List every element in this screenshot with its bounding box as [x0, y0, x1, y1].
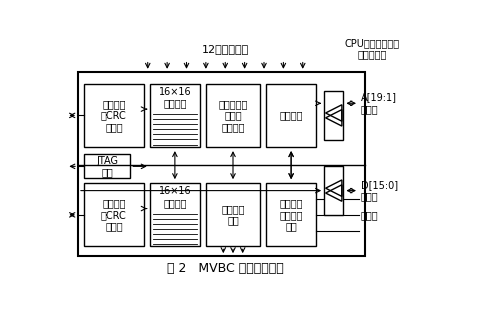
Text: CPU到交换存储区
的并行总线: CPU到交换存储区 的并行总线 — [345, 38, 400, 60]
Bar — [324, 91, 344, 140]
Bar — [266, 183, 316, 246]
Text: 16×16
接收缓冲: 16×16 接收缓冲 — [158, 186, 191, 208]
Text: JTAG
接口: JTAG 接口 — [96, 156, 118, 177]
Text: 12位设备地址: 12位设备地址 — [202, 44, 249, 54]
Bar — [84, 84, 144, 147]
Bar — [150, 84, 200, 147]
Bar — [84, 183, 144, 246]
Bar — [78, 72, 365, 256]
Bar — [150, 183, 200, 246]
Bar — [324, 166, 344, 215]
Text: 交换存储
区及仲裁
控制: 交换存储 区及仲裁 控制 — [280, 198, 303, 232]
Text: 控制线: 控制线 — [361, 210, 378, 220]
Text: 图 2   MVBC 内部结构框图: 图 2 MVBC 内部结构框图 — [167, 262, 284, 275]
Text: 曼彻斯特
和CRC
解码器: 曼彻斯特 和CRC 解码器 — [101, 198, 126, 232]
Bar — [206, 183, 260, 246]
Text: D[15:0]
数据线: D[15:0] 数据线 — [361, 180, 398, 201]
Bar — [206, 84, 260, 147]
Text: 16×16
发送缓冲: 16×16 发送缓冲 — [158, 87, 191, 109]
Text: 时钟、定时
器刷新
时间监控: 时钟、定时 器刷新 时间监控 — [218, 99, 248, 132]
Text: 曼彻斯特
和CRC
编码器: 曼彻斯特 和CRC 编码器 — [101, 99, 126, 132]
Text: A[19:1]
地址线: A[19:1] 地址线 — [361, 93, 397, 114]
Text: 主控单元: 主控单元 — [280, 111, 303, 120]
Text: 一类设备
逻辑: 一类设备 逻辑 — [221, 204, 245, 226]
Bar — [84, 154, 130, 179]
Bar — [266, 84, 316, 147]
